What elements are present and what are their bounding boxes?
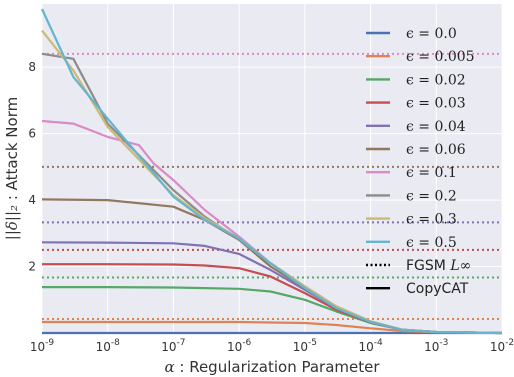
legend-label: ϵ = 0.5	[406, 235, 457, 251]
legend-label: ϵ = 0.06	[406, 142, 466, 158]
grid	[41, 4, 503, 333]
legend-label: FGSM L∞	[406, 258, 471, 274]
x-tick-label: 10-5	[293, 338, 317, 354]
y-axis-label: ||δ||₂ : Attack Norm	[3, 97, 21, 240]
y-axis-label-text: : Attack Norm	[3, 97, 21, 205]
x-axis-label: α : Regularization Parameter	[164, 358, 380, 376]
legend-label: ϵ = 0.3	[406, 212, 457, 228]
x-axis-label-text: : Regularization Parameter	[175, 358, 381, 376]
x-tick-label: 10-8	[96, 338, 121, 354]
legend-label: ϵ = 0.005	[406, 49, 475, 65]
x-tick-label: 10-9	[30, 338, 55, 354]
legend-label: ϵ = 0.2	[406, 188, 457, 204]
series-lines	[41, 8, 503, 335]
legend-label: ϵ = 0.1	[406, 165, 457, 181]
y-tick-label: 4	[28, 193, 36, 207]
y-tick-label: 2	[28, 260, 36, 274]
legend: ϵ = 0.0 ϵ = 0.005 ϵ = 0.02 ϵ = 0.03 ϵ = 0.04…	[366, 26, 475, 297]
x-tick-label: 10-2	[490, 338, 514, 354]
y-axis-ticks: 2 4 6 8	[28, 60, 36, 273]
y-axis-label-symbol: ||δ||₂	[3, 205, 21, 240]
legend-label: ϵ = 0.04	[406, 119, 466, 135]
x-tick-label: 10-3	[424, 338, 448, 354]
legend-label: ϵ = 0.03	[406, 96, 466, 112]
x-tick-label: 10-4	[358, 338, 383, 354]
legend-label: ϵ = 0.0	[406, 26, 457, 42]
legend-label: ϵ = 0.02	[406, 72, 466, 88]
x-tick-label: 10-6	[227, 338, 252, 354]
y-tick-label: 8	[28, 60, 36, 74]
x-tick-label: 10-7	[161, 338, 185, 354]
y-tick-label: 6	[28, 127, 36, 141]
legend-label: CopyCAT	[406, 281, 469, 297]
x-axis-label-symbol: α	[164, 358, 174, 376]
series-line	[41, 8, 503, 335]
x-axis-ticks: 10-9 10-8 10-7 10-6 10-5 10-4 10-3 10-2	[30, 338, 514, 354]
